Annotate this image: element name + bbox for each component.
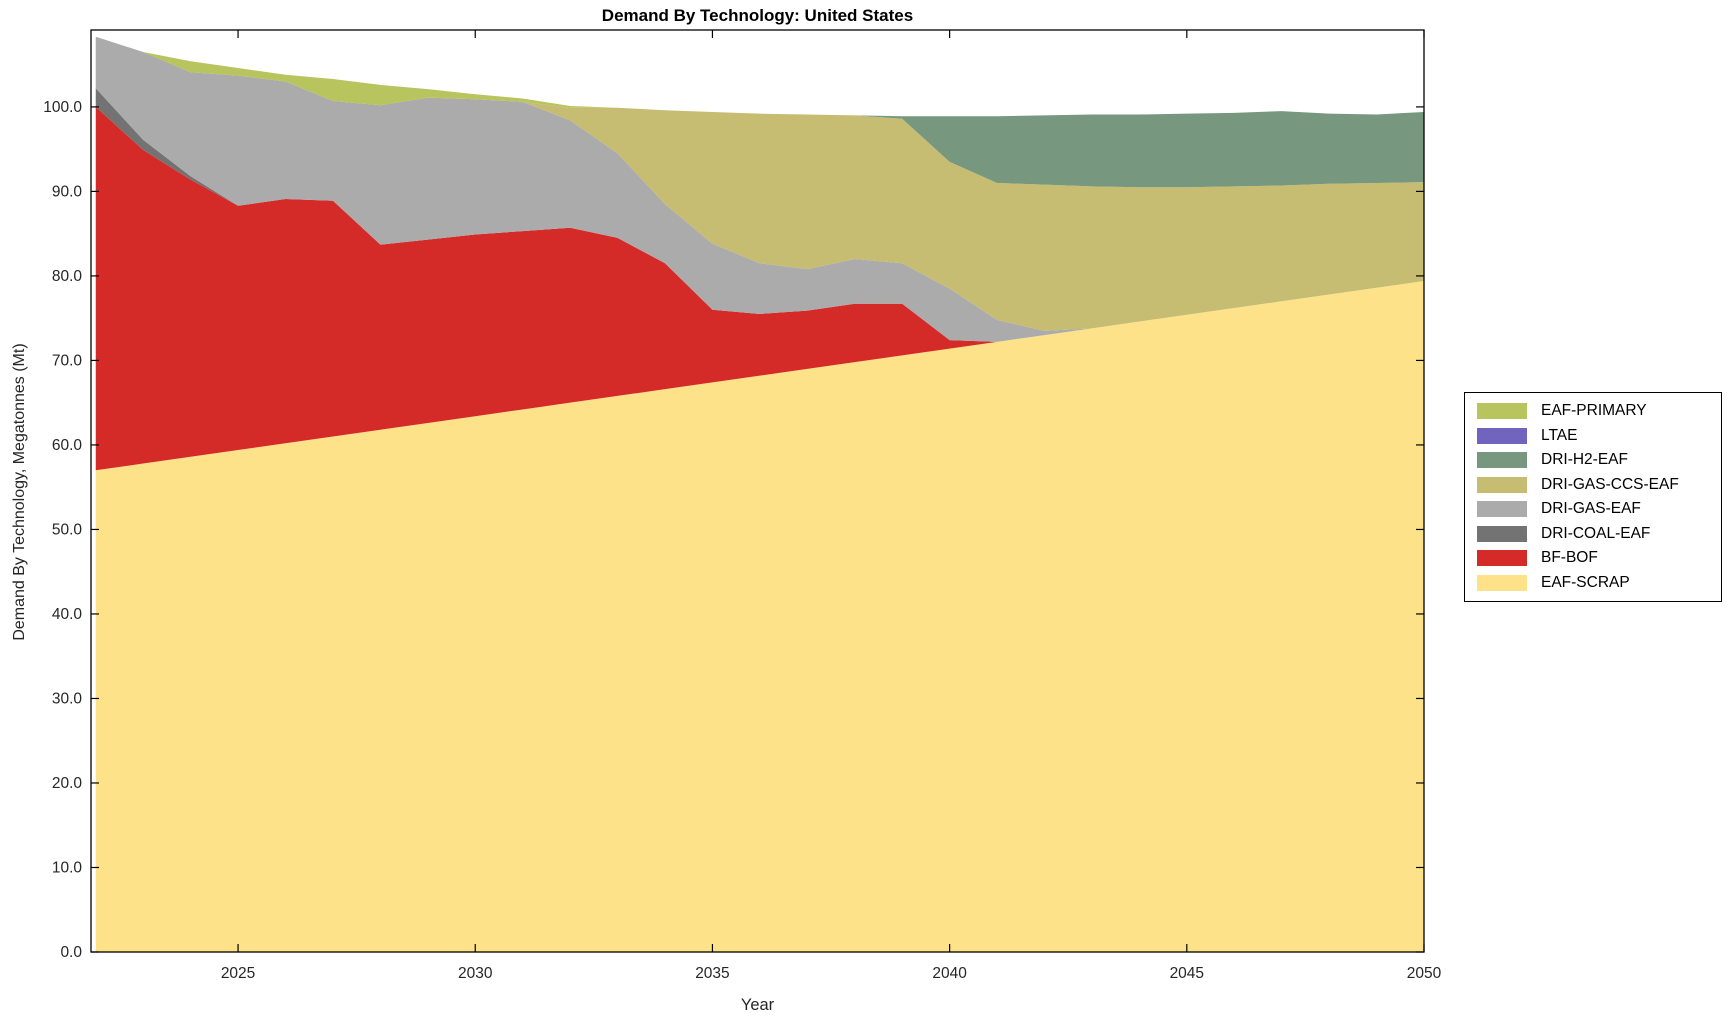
y-tick-label: 70.0 bbox=[52, 352, 83, 369]
legend-swatch-DRI-H2-EAF bbox=[1477, 452, 1527, 469]
legend-swatch-EAF-SCRAP bbox=[1477, 574, 1527, 591]
area-DRI-GAS-CCS-EAF bbox=[95, 36, 1424, 331]
legend-swatch-DRI-GAS-EAF bbox=[1477, 501, 1527, 518]
legend-row-DRI-H2-EAF: DRI-H2-EAF bbox=[1465, 448, 1721, 473]
chart-title: Demand By Technology: United States bbox=[601, 6, 914, 25]
legend-swatch-EAF-PRIMARY bbox=[1477, 403, 1527, 420]
legend-row-DRI-GAS-EAF: DRI-GAS-EAF bbox=[1465, 497, 1721, 522]
legend-label: BF-BOF bbox=[1541, 549, 1598, 567]
plot-frame bbox=[90, 29, 1425, 953]
legend-row-DRI-COAL-EAF: DRI-COAL-EAF bbox=[1465, 522, 1721, 547]
legend-row-LTAE: LTAE bbox=[1465, 424, 1721, 449]
area-EAF-PRIMARY bbox=[95, 36, 1424, 117]
legend-label: LTAE bbox=[1541, 426, 1578, 444]
legend-swatch-DRI-COAL-EAF bbox=[1477, 525, 1527, 542]
y-tick-label: 40.0 bbox=[52, 606, 83, 623]
y-tick-label: 30.0 bbox=[52, 690, 83, 707]
x-tick-label: 2045 bbox=[1170, 965, 1204, 982]
legend-swatch-DRI-GAS-CCS-EAF bbox=[1477, 476, 1527, 493]
x-tick-label: 2035 bbox=[695, 965, 729, 982]
legend-swatch-BF-BOF bbox=[1477, 550, 1527, 567]
y-tick-label: 0.0 bbox=[60, 944, 82, 961]
legend-row-EAF-SCRAP: EAF-SCRAP bbox=[1465, 571, 1721, 596]
legend-row-BF-BOF: BF-BOF bbox=[1465, 546, 1721, 571]
legend-row-DRI-GAS-CCS-EAF: DRI-GAS-CCS-EAF bbox=[1465, 473, 1721, 498]
y-tick-label: 80.0 bbox=[52, 268, 83, 285]
x-tick-label: 2040 bbox=[932, 965, 967, 982]
legend-label: EAF-SCRAP bbox=[1541, 573, 1630, 591]
x-tick-label: 2050 bbox=[1407, 965, 1442, 982]
y-tick-label: 20.0 bbox=[52, 775, 83, 792]
legend-row-EAF-PRIMARY: EAF-PRIMARY bbox=[1465, 399, 1721, 424]
legend-label: DRI-GAS-CCS-EAF bbox=[1541, 475, 1679, 493]
y-tick-label: 10.0 bbox=[52, 859, 83, 876]
y-tick-label: 90.0 bbox=[52, 183, 83, 200]
legend-label: DRI-GAS-EAF bbox=[1541, 500, 1641, 518]
legend-label: DRI-H2-EAF bbox=[1541, 451, 1628, 469]
area-EAF-SCRAP bbox=[95, 280, 1424, 952]
legend: EAF-PRIMARY LTAE DRI-H2-EAF DRI-GAS-CCS-EAF… bbox=[1464, 392, 1722, 602]
x-tick-label: 2030 bbox=[458, 965, 493, 982]
legend-label: EAF-PRIMARY bbox=[1541, 402, 1647, 420]
y-tick-label: 50.0 bbox=[52, 521, 83, 538]
area-DRI-GAS-EAF bbox=[95, 36, 1424, 342]
y-axis-label: Demand By Technology, Megatonnes (Mt) bbox=[11, 343, 28, 641]
area-BF-BOF bbox=[95, 106, 1424, 471]
x-axis-label: Year bbox=[740, 996, 775, 1014]
area-DRI-H2-EAF bbox=[95, 36, 1424, 188]
x-tick-label: 2025 bbox=[221, 965, 255, 982]
legend-swatch-LTAE bbox=[1477, 427, 1527, 444]
legend-label: DRI-COAL-EAF bbox=[1541, 524, 1651, 542]
y-tick-label: 100.0 bbox=[43, 99, 82, 116]
y-tick-label: 60.0 bbox=[52, 437, 83, 454]
